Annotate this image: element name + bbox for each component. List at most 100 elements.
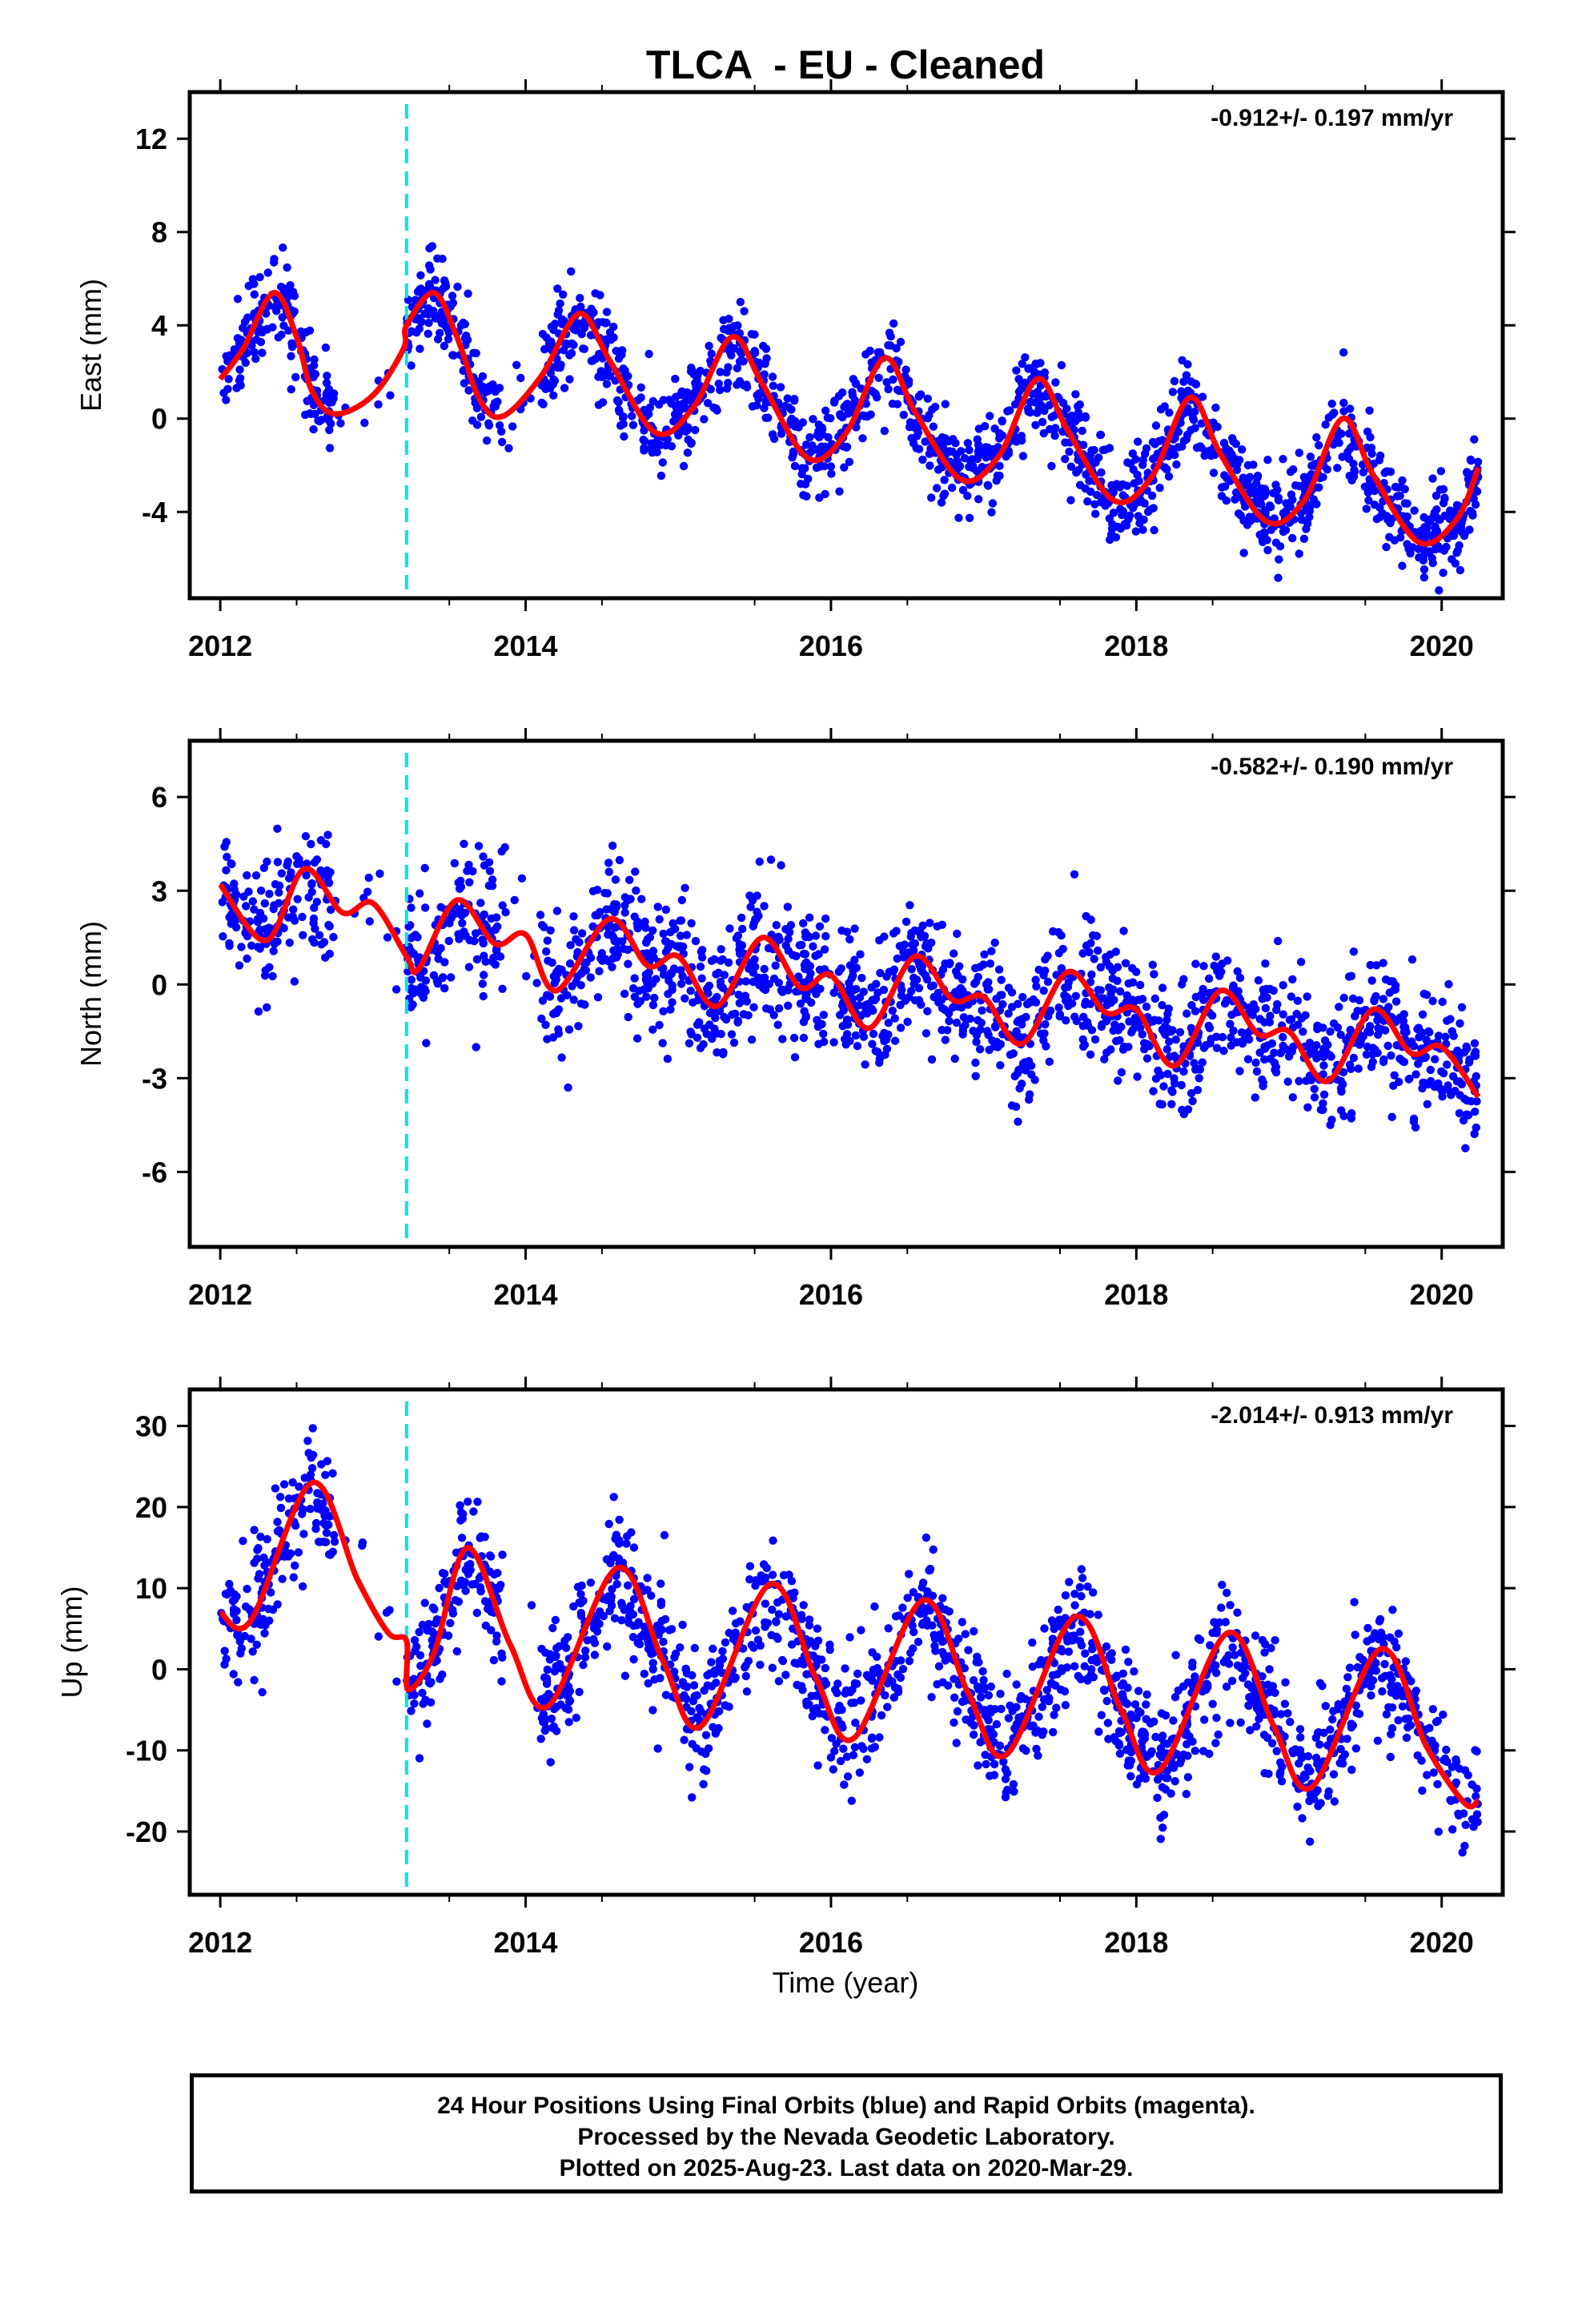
observation-point bbox=[918, 1578, 928, 1587]
observation-point bbox=[620, 1606, 628, 1614]
observation-point bbox=[990, 424, 999, 433]
observation-point bbox=[1085, 476, 1094, 485]
observation-point bbox=[984, 1031, 993, 1039]
observation-point bbox=[837, 1720, 846, 1729]
observation-point bbox=[418, 1688, 427, 1698]
observation-point bbox=[1366, 960, 1375, 970]
observation-point bbox=[551, 1007, 560, 1017]
observation-point bbox=[1001, 1775, 1010, 1783]
observation-point bbox=[633, 999, 642, 1008]
observation-point bbox=[265, 963, 274, 972]
observation-point bbox=[805, 1700, 813, 1709]
observation-point bbox=[289, 1573, 298, 1582]
observation-point bbox=[1457, 1080, 1467, 1089]
observation-point bbox=[1124, 1658, 1133, 1667]
observation-point bbox=[913, 1638, 923, 1647]
observation-point bbox=[299, 1530, 308, 1538]
observation-point bbox=[586, 973, 595, 982]
observation-point bbox=[1208, 1628, 1217, 1638]
observation-point bbox=[665, 396, 674, 404]
observation-point bbox=[1135, 497, 1144, 506]
observation-point bbox=[1307, 1076, 1316, 1085]
observation-point bbox=[1061, 1591, 1070, 1600]
observation-point bbox=[655, 1020, 664, 1030]
observation-point bbox=[291, 372, 300, 382]
observation-point bbox=[327, 419, 335, 428]
observation-point bbox=[688, 1793, 697, 1802]
observation-point bbox=[850, 924, 859, 933]
observation-point bbox=[1234, 987, 1243, 995]
observation-point bbox=[830, 396, 839, 405]
observation-point bbox=[311, 370, 320, 379]
observation-point bbox=[718, 1050, 728, 1059]
observation-point bbox=[612, 1579, 621, 1589]
observation-point bbox=[1471, 1051, 1480, 1060]
observation-point bbox=[1258, 1076, 1267, 1084]
observation-point bbox=[1398, 561, 1407, 570]
observation-point bbox=[498, 901, 507, 910]
observation-point bbox=[1164, 472, 1174, 481]
observation-point bbox=[466, 1559, 475, 1569]
observation-point bbox=[256, 1532, 265, 1542]
up-y-tick-label: -10 bbox=[126, 1735, 167, 1767]
observation-point bbox=[639, 436, 648, 444]
observation-point bbox=[1200, 1715, 1209, 1724]
observation-point bbox=[692, 382, 701, 392]
observation-point bbox=[1240, 1035, 1249, 1044]
observation-point bbox=[1363, 1042, 1372, 1051]
observation-point bbox=[1251, 1058, 1260, 1068]
observation-point bbox=[799, 978, 808, 987]
observation-point bbox=[1245, 1693, 1254, 1702]
observation-point bbox=[575, 1687, 584, 1696]
observation-point bbox=[256, 887, 266, 895]
observation-point bbox=[1279, 1010, 1287, 1019]
observation-point bbox=[1122, 1699, 1132, 1708]
observation-point bbox=[909, 439, 918, 448]
observation-point bbox=[952, 1018, 962, 1027]
observation-point bbox=[768, 1663, 777, 1672]
observation-point bbox=[972, 1037, 981, 1047]
observation-point bbox=[436, 943, 445, 953]
observation-point bbox=[1349, 1053, 1359, 1063]
observation-point bbox=[988, 499, 998, 508]
observation-point bbox=[875, 936, 884, 945]
observation-point bbox=[280, 288, 289, 298]
observation-point bbox=[317, 1460, 326, 1469]
up-y-tick-label: 30 bbox=[135, 1410, 167, 1443]
observation-point bbox=[449, 351, 458, 360]
observation-point bbox=[620, 432, 628, 441]
observation-point bbox=[1064, 1001, 1073, 1011]
observation-point bbox=[1326, 1120, 1335, 1130]
observation-point bbox=[456, 1501, 464, 1510]
observation-point bbox=[1231, 440, 1241, 448]
observation-point bbox=[761, 973, 769, 983]
observation-point bbox=[1422, 1035, 1431, 1044]
observation-point bbox=[778, 1655, 787, 1665]
observation-point bbox=[424, 1678, 434, 1687]
observation-point bbox=[1411, 1687, 1421, 1695]
observation-point bbox=[813, 1691, 821, 1700]
observation-point bbox=[1090, 1035, 1100, 1044]
observation-point bbox=[487, 914, 496, 923]
observation-point bbox=[1130, 1700, 1140, 1709]
observation-point bbox=[1228, 1643, 1237, 1652]
observation-point bbox=[719, 316, 728, 324]
observation-point bbox=[978, 1667, 987, 1676]
observation-point bbox=[1209, 468, 1219, 477]
observation-point bbox=[783, 984, 793, 994]
observation-point bbox=[1332, 436, 1341, 445]
observation-point bbox=[786, 420, 795, 429]
observation-point bbox=[1279, 981, 1287, 990]
observation-point bbox=[456, 321, 466, 330]
observation-point bbox=[1118, 1045, 1128, 1054]
observation-point bbox=[1134, 437, 1142, 446]
observation-point bbox=[1038, 417, 1047, 427]
observation-point bbox=[630, 992, 640, 1002]
observation-point bbox=[1077, 1592, 1086, 1601]
observation-point bbox=[219, 932, 227, 941]
observation-point bbox=[875, 1733, 884, 1742]
observation-point bbox=[543, 1035, 552, 1043]
observation-point bbox=[1211, 403, 1220, 412]
observation-point bbox=[251, 354, 260, 364]
observation-point bbox=[726, 348, 735, 357]
